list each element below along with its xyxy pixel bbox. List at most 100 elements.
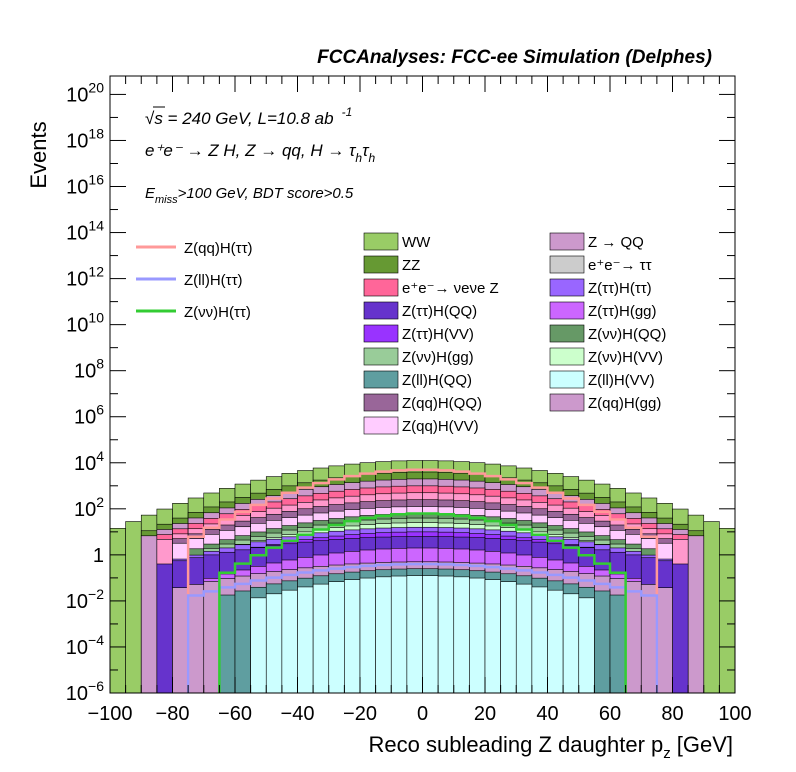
y-tick-label: 10−4 [66,632,104,659]
bar [562,593,580,694]
legend-swatch [549,370,585,389]
legend-item-e-e-e-e-z: e⁺e⁻→ νeνe Z [363,278,499,297]
legend-label: Z(ττ)H(gg) [588,303,657,320]
legend-background: WW ZZ e⁺e⁻→ νeνe Z Z(ττ)H(QQ) Z(ττ)H(VV) Z(νν… [363,232,666,435]
bar [484,579,501,694]
histogram-stack [109,460,736,694]
bar [609,594,626,694]
bar [312,583,330,694]
x-tick-label: 40 [536,703,558,725]
legend-item-z-ll-h-vv: Z(ll)H(VV) [549,370,655,389]
process-tau2: τ [362,141,370,160]
bar [234,590,251,694]
y-tick-label: 1012 [66,264,104,291]
bar [578,597,595,694]
legend-swatch [363,393,399,412]
x-tick-label: 80 [661,703,683,725]
bar [375,576,392,694]
legend-swatch [363,255,399,274]
bar [297,586,314,694]
legend-item-e-e: e⁺e⁻→ ττ [549,255,652,274]
bar [187,584,205,694]
cut-sub: miss [155,194,178,206]
y-tick-label: 104 [74,448,104,475]
legend-swatch [549,278,585,297]
bar [140,535,158,694]
series-z-ll-h-vv [250,575,595,694]
bar [469,577,486,694]
y-tick-label: 1010 [66,310,104,337]
x-tick-label: −40 [281,703,315,725]
legend-item-z-h-gg: Z(ττ)H(gg) [549,301,657,320]
bar [328,581,345,694]
legend-swatch [549,324,585,343]
bar [719,528,736,694]
bar [703,521,720,694]
legend-label: Z(ττ)H(VV) [402,326,474,343]
annotation-process: e⁺e⁻ → Z H, Z → qq, H → τhτh [145,141,375,165]
y-tick-label: 10−2 [66,586,104,613]
energy-exponent: -1 [342,105,353,119]
legend-item-z-ll-h: Z(ll)H(ττ) [136,272,243,289]
y-tick-label: 1014 [66,218,104,245]
legend-item-ww: WW [363,232,431,251]
legend-label: Z(qq)H(VV) [402,418,479,435]
legend-label: WW [402,234,431,251]
bar [265,593,283,694]
bar [156,563,173,694]
bar [172,587,189,694]
x-tick-label: 100 [718,703,751,725]
x-axis-title-text: Reco subleading Z daughter p [368,732,663,757]
bar [656,587,673,694]
legend-label: Z(qq)H(QQ) [402,395,482,412]
legend-label: ZZ [402,257,420,274]
y-tick-label: 1 [93,545,104,567]
x-tick-label: −60 [218,703,252,725]
legend-item-z-h-vv: Z(νν)H(VV) [549,347,663,366]
annotation-energy: √s = 240 GeV, L=10.8 ab -1 [145,105,352,128]
legend-label: Z(νν)H(gg) [402,349,474,366]
legend-swatch [549,255,585,274]
bar [547,589,564,694]
x-axis-title-unit: [GeV] [677,732,733,757]
bar [281,589,298,694]
line-z-qq-h [186,468,659,693]
legend-label: Z(ll)H(QQ) [402,372,472,389]
legend-swatch [363,416,399,435]
legend-label: Z(νν)H(QQ) [588,326,666,343]
legend-swatch [549,301,585,320]
legend-label: Z(νν)H(VV) [588,349,663,366]
legend-label: Z(νν)H(ττ) [184,304,251,321]
legend-label: Z → QQ [588,234,644,251]
cut-rest: >100 GeV, BDT score>0.5 [178,185,354,202]
legend-item-z-h-qq: Z(ττ)H(QQ) [363,301,477,320]
x-tick-label: −80 [156,703,190,725]
bar [406,575,423,694]
x-tick-label: 60 [599,703,621,725]
x-tick-label: 20 [474,703,496,725]
y-tick-label: 108 [74,356,104,383]
legend-signal: Z(qq)H(ττ) Z(ll)H(ττ) Z(νν)H(ττ) [136,240,253,321]
x-tick-label: 0 [417,703,428,725]
legend-item-zz: ZZ [363,255,420,274]
x-axis: −100 −80 −60 −40 −20 0 20 40 60 80 100 [87,76,752,725]
y-axis: 10−6 10−4 10−2 1 102 104 106 108 1010 1012 1014 101… [66,79,735,705]
process-sub2: h [368,151,375,165]
bar [531,586,548,694]
bar [422,575,439,694]
bar [640,584,658,694]
legend-item-z-qq-h-vv: Z(qq)H(VV) [363,416,479,435]
y-tick-label: 1016 [66,172,104,199]
legend-item-z-h: Z(νν)H(ττ) [136,304,251,321]
legend-swatch [363,370,399,389]
legend-item-z-qq: Z → QQ [549,232,644,251]
legend-swatch [549,232,585,251]
signal-lines [186,468,659,693]
legend-swatch [363,232,399,251]
legend-item-z-h-qq: Z(νν)H(QQ) [549,324,666,343]
y-tick-label: 106 [74,402,104,429]
line-z-h [218,512,627,693]
legend-item-z-qq-h-gg: Z(qq)H(gg) [549,393,661,412]
bar [453,576,470,694]
